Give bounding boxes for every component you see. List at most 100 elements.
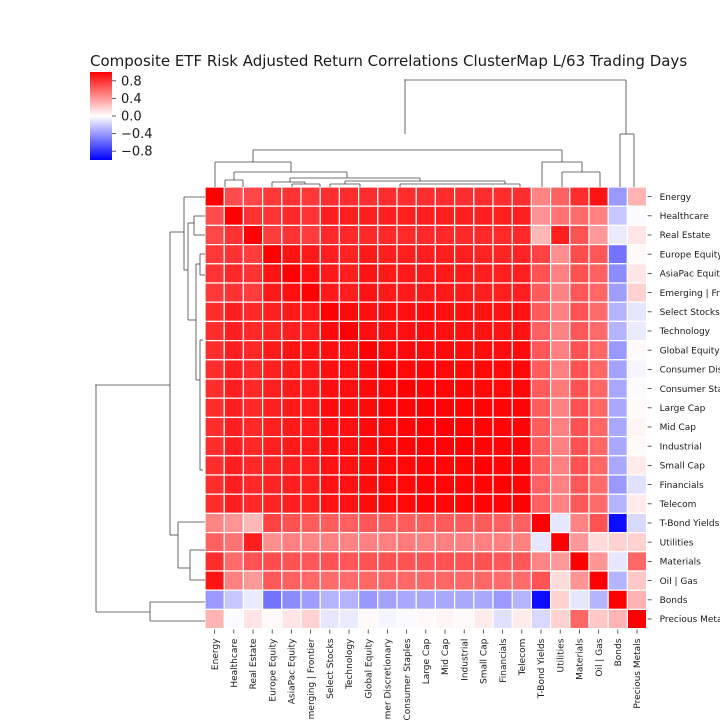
heatmap-cell: [607, 608, 629, 630]
heatmap-cell: [415, 301, 437, 323]
heatmap-cell: [607, 493, 629, 515]
heatmap-cell: [549, 186, 571, 207]
heatmap-cell: [223, 224, 244, 246]
heatmap-cell: [492, 416, 513, 438]
heatmap-cell: [300, 244, 321, 265]
heatmap-cell: [204, 186, 225, 207]
heatmap-cell: [396, 416, 417, 438]
heatmap-cell: [319, 493, 341, 515]
heatmap-cell: [492, 378, 513, 399]
heatmap-cell: [607, 359, 629, 380]
heatmap-cell: [281, 608, 302, 630]
heatmap-cell: [204, 340, 225, 361]
heatmap-cell: [454, 359, 475, 380]
row-label: Emerging | Frontier: [660, 289, 720, 299]
heatmap-cell: [530, 205, 552, 226]
heatmap-cell: [454, 551, 475, 572]
heatmap-cell: [588, 570, 609, 591]
heatmap-cell: [377, 436, 398, 457]
heatmap-cell: [262, 512, 283, 534]
heatmap-cell: [262, 589, 283, 611]
heatmap-cell: [415, 436, 437, 457]
heatmap-cell: [626, 378, 648, 399]
heatmap-cell: [262, 455, 283, 476]
heatmap-cell: [511, 282, 533, 303]
heatmap-cell: [549, 263, 571, 284]
heatmap-cell: [530, 244, 552, 265]
heatmap-cell: [434, 570, 456, 591]
heatmap-cell: [223, 608, 244, 630]
heatmap-cell: [396, 186, 417, 207]
row-dendrogram-link: [95, 384, 97, 612]
heatmap-cell: [281, 378, 302, 399]
heatmap-cell: [415, 340, 437, 361]
heatmap-cell: [300, 551, 321, 572]
heatmap-cell: [549, 378, 571, 399]
heatmap-cell: [338, 378, 360, 399]
heatmap-cell: [377, 589, 398, 611]
heatmap-cell: [300, 186, 321, 207]
heatmap-cell: [434, 493, 456, 515]
heatmap-cell: [319, 436, 341, 457]
row-labels: Energy Healthcare Real Estate Europe Equity…: [647, 193, 720, 625]
heatmap-cell: [300, 474, 321, 495]
col-label: Bonds: [614, 638, 624, 666]
heatmap-cell: [281, 205, 302, 226]
heatmap-cell: [473, 263, 494, 284]
heatmap-cell: [223, 551, 244, 572]
heatmap-cell: [396, 397, 417, 419]
heatmap-cell: [492, 608, 513, 630]
colorbar-tick-label: 0.4: [121, 92, 142, 107]
heatmap-cell: [607, 244, 629, 265]
heatmap-cell: [607, 455, 629, 476]
heatmap-cell: [338, 340, 360, 361]
heatmap-cell: [396, 320, 417, 342]
heatmap-cell: [511, 301, 533, 323]
col-label: Select Stocks: [326, 638, 336, 699]
heatmap-cell: [473, 474, 494, 495]
heatmap-cell: [223, 263, 244, 284]
row-label: Global Equity: [660, 346, 720, 356]
heatmap-cell: [492, 493, 513, 515]
heatmap-cell: [588, 282, 609, 303]
heatmap-cell: [204, 608, 225, 630]
heatmap-cell: [300, 455, 321, 476]
heatmap-cell: [204, 493, 225, 515]
heatmap-cell: [281, 436, 302, 457]
heatmap-cell: [473, 397, 494, 419]
heatmap-cell: [319, 340, 341, 361]
heatmap-cell: [396, 263, 417, 284]
heatmap-cell: [549, 531, 571, 553]
heatmap-cell: [626, 205, 648, 226]
heatmap-cell: [434, 416, 456, 438]
heatmap-cell: [204, 436, 225, 457]
heatmap-cell: [242, 244, 264, 265]
col-label: Consumer Discretionary: [384, 638, 394, 720]
heatmap-cell: [511, 224, 533, 246]
heatmap-cell: [415, 455, 437, 476]
heatmap-cell: [242, 493, 264, 515]
heatmap-cell: [415, 320, 437, 342]
heatmap-cell: [377, 244, 398, 265]
heatmap-cell: [511, 359, 533, 380]
heatmap-cell: [415, 244, 437, 265]
col-dendrogram-link: [404, 79, 626, 81]
heatmap-cell: [473, 436, 494, 457]
row-label: Oil | Gas: [660, 577, 698, 587]
heatmap-cell: [588, 455, 609, 476]
heatmap-cell: [281, 244, 302, 265]
heatmap-cell: [588, 244, 609, 265]
heatmap-cell: [415, 512, 437, 534]
heatmap-cell: [396, 359, 417, 380]
heatmap-cell: [358, 608, 379, 630]
heatmap-cell: [549, 608, 571, 630]
heatmap-cell: [511, 378, 533, 399]
heatmap-cell: [281, 301, 302, 323]
heatmap-cell: [434, 320, 456, 342]
heatmap-cell: [588, 301, 609, 323]
heatmap-cell: [415, 531, 437, 553]
heatmap-cell: [319, 608, 341, 630]
row-label: Technology: [659, 327, 711, 337]
heatmap-cell: [396, 340, 417, 361]
heatmap-cell: [300, 570, 321, 591]
